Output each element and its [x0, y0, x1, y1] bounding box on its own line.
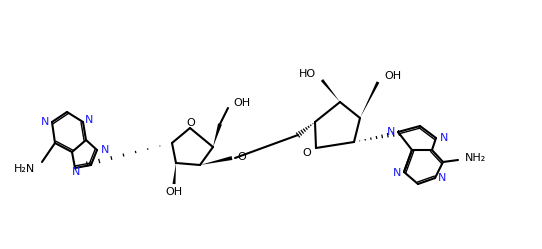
Text: N: N	[85, 115, 93, 125]
Polygon shape	[172, 163, 176, 184]
Text: NH₂: NH₂	[465, 153, 486, 163]
Polygon shape	[321, 79, 340, 102]
Text: N: N	[392, 168, 401, 178]
Text: OH: OH	[165, 187, 183, 197]
Text: O: O	[186, 118, 195, 128]
Text: OH: OH	[384, 71, 401, 81]
Text: N: N	[72, 167, 80, 177]
Text: N: N	[438, 173, 447, 183]
Text: HO: HO	[299, 69, 316, 79]
Polygon shape	[360, 81, 379, 118]
Text: H₂N: H₂N	[14, 164, 35, 174]
Polygon shape	[213, 124, 222, 147]
Text: O: O	[237, 152, 246, 162]
Text: N: N	[101, 145, 109, 155]
Polygon shape	[200, 156, 233, 165]
Text: N: N	[41, 117, 49, 127]
Text: OH: OH	[233, 98, 250, 108]
Text: N: N	[440, 133, 448, 143]
Text: N: N	[386, 127, 395, 137]
Text: O: O	[302, 148, 311, 158]
